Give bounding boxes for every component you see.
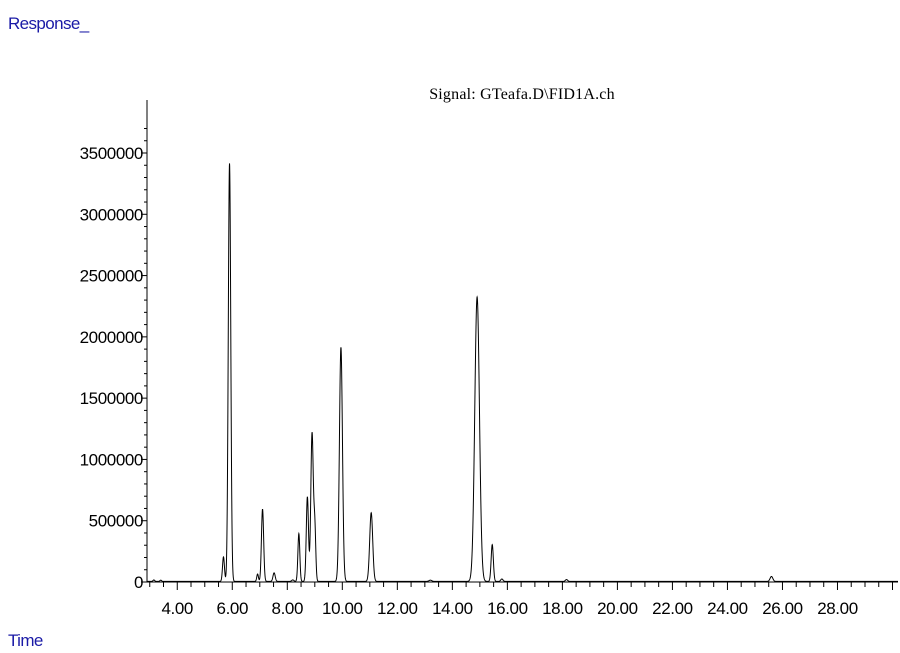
x-tick-label: 12.00: [377, 599, 418, 618]
y-tick-label: 1500000: [80, 389, 143, 408]
x-axis-label: Time: [8, 631, 43, 650]
x-tick-label: 10.00: [322, 599, 363, 618]
x-tick-label: 6.00: [217, 599, 249, 618]
chart-title: Signal: GTeafa.D\FID1A.ch: [429, 86, 615, 103]
y-tick-label: 2500000: [80, 267, 143, 286]
x-tick-label: 20.00: [597, 599, 638, 618]
x-tick-label: 24.00: [707, 599, 748, 618]
y-axis-label: Response_: [8, 14, 89, 33]
x-tick-label: 18.00: [542, 599, 583, 618]
y-tick-label: 3500000: [80, 144, 143, 163]
y-tick-label: 3000000: [80, 205, 143, 224]
x-tick-label: 4.00: [162, 599, 194, 618]
x-axis-ticks: 4.00 6.00 8.00 10.00 12.00 14.00 16.00 18.00 20.…: [149, 582, 893, 618]
x-tick-label: 14.00: [432, 599, 473, 618]
signal-trace: [147, 163, 898, 582]
x-tick-label: 22.00: [652, 599, 693, 618]
y-tick-label: 1000000: [80, 450, 143, 469]
axes: [146, 100, 898, 583]
x-tick-label: 8.00: [272, 599, 304, 618]
y-axis-ticks: 0 500000 1000000 1500000 2000000 2500000 30000…: [80, 127, 147, 592]
x-tick-label: 16.00: [487, 599, 528, 618]
x-tick-label: 28.00: [817, 599, 858, 618]
y-tick-label: 500000: [89, 512, 143, 531]
y-tick-label: 2000000: [80, 328, 143, 347]
y-tick-label: 0: [134, 573, 143, 592]
x-tick-label: 26.00: [762, 599, 803, 618]
